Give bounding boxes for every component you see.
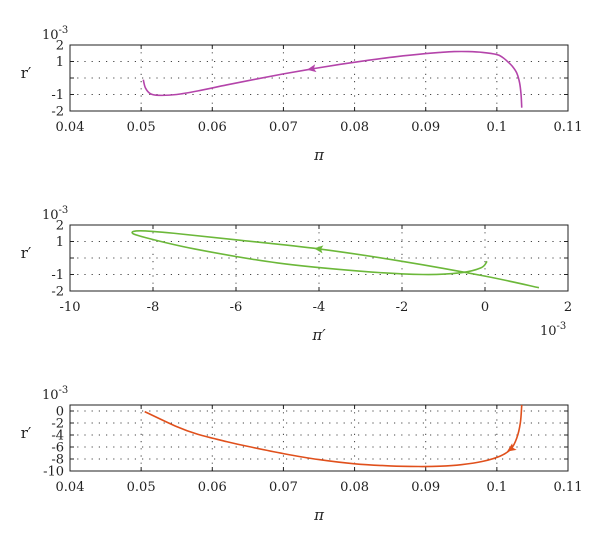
x-tick-label: 0.08	[340, 120, 369, 135]
x-tick-label: 0.11	[554, 480, 583, 495]
chart-panel-1: 0.04 0.05 0.06 0.07 0.08 0.09 0.1 0.11 -2 -1 1210-…	[21, 25, 583, 164]
x-tick-label: 0.11	[554, 120, 583, 135]
x-tick-label: 0.04	[56, 120, 85, 135]
x-tick-label: 0.07	[269, 480, 298, 495]
x-tick-label: -4	[313, 300, 326, 315]
series-line-1	[131, 229, 540, 289]
y-tick-label: 1	[56, 55, 64, 70]
y-tick-label: 2	[56, 39, 64, 54]
x-axis-label: π′	[311, 326, 326, 344]
x-tick-label: -8	[147, 300, 160, 315]
y-multiplier-label: 10-3	[42, 205, 68, 223]
x-tick-label: 0.05	[127, 120, 156, 135]
plot-frame	[69, 224, 569, 292]
y-tick-label: -1	[51, 88, 64, 103]
y-tick-label: -8	[51, 453, 64, 468]
x-tick-label: 0.1	[487, 480, 508, 495]
x-axis-label: π	[313, 146, 325, 164]
y-tick-label: -2	[51, 285, 64, 300]
y-tick-label: -1	[51, 268, 64, 283]
y-tick-label: -4	[51, 429, 64, 444]
y-tick-label: 0	[56, 405, 64, 420]
y-tick-label: 2	[56, 219, 64, 234]
y-tick-label: -2	[51, 105, 64, 120]
series-line-1	[142, 50, 523, 108]
y-axis-label: r′	[21, 244, 32, 262]
x-tick-label: 0.05	[127, 480, 156, 495]
x-tick-label: 0.06	[198, 120, 227, 135]
plot-frame	[69, 44, 569, 112]
y-axis-label: r′	[21, 424, 32, 442]
y-tick-label: 1	[56, 235, 64, 250]
x-tick-label: 0.04	[56, 480, 85, 495]
panels: 0.04 0.05 0.06 0.07 0.08 0.09 0.1 0.11-2-11210-…	[21, 25, 583, 524]
x-tick-label: 0.07	[269, 120, 298, 135]
x-axis-label: π	[313, 506, 325, 524]
x-tick-label: 0.06	[198, 480, 227, 495]
y-axis-label: r′	[21, 64, 32, 82]
x-tick-label: -2	[396, 300, 409, 315]
direction-arrow	[314, 245, 324, 254]
chart-panel-3: 0.04 0.05 0.06 0.07 0.08 0.09 0.1 0.11 -10-8-6-4…	[21, 385, 583, 524]
y-tick-label: -2	[51, 417, 64, 432]
series-line-1	[144, 404, 523, 468]
x-tick-label: 2	[564, 300, 572, 315]
x-tick-label: -10	[60, 300, 81, 315]
plot-frame	[69, 404, 569, 472]
direction-arrow	[306, 64, 317, 73]
y-tick-label: -10	[43, 465, 64, 480]
y-tick-label: -6	[51, 441, 64, 456]
x-tick-label: 0.1	[487, 120, 508, 135]
x-tick-label: 0.09	[411, 480, 440, 495]
y-multiplier-label: 10-3	[42, 385, 68, 403]
x-tick-label: 0.08	[340, 480, 369, 495]
x-tick-label: 0.09	[411, 120, 440, 135]
direction-arrow	[506, 443, 517, 452]
x-tick-label: -6	[230, 300, 243, 315]
x-tick-label: 0	[481, 300, 489, 315]
y-multiplier-label: 10-3	[42, 25, 68, 43]
x-multiplier-label: 10-3	[540, 321, 566, 339]
